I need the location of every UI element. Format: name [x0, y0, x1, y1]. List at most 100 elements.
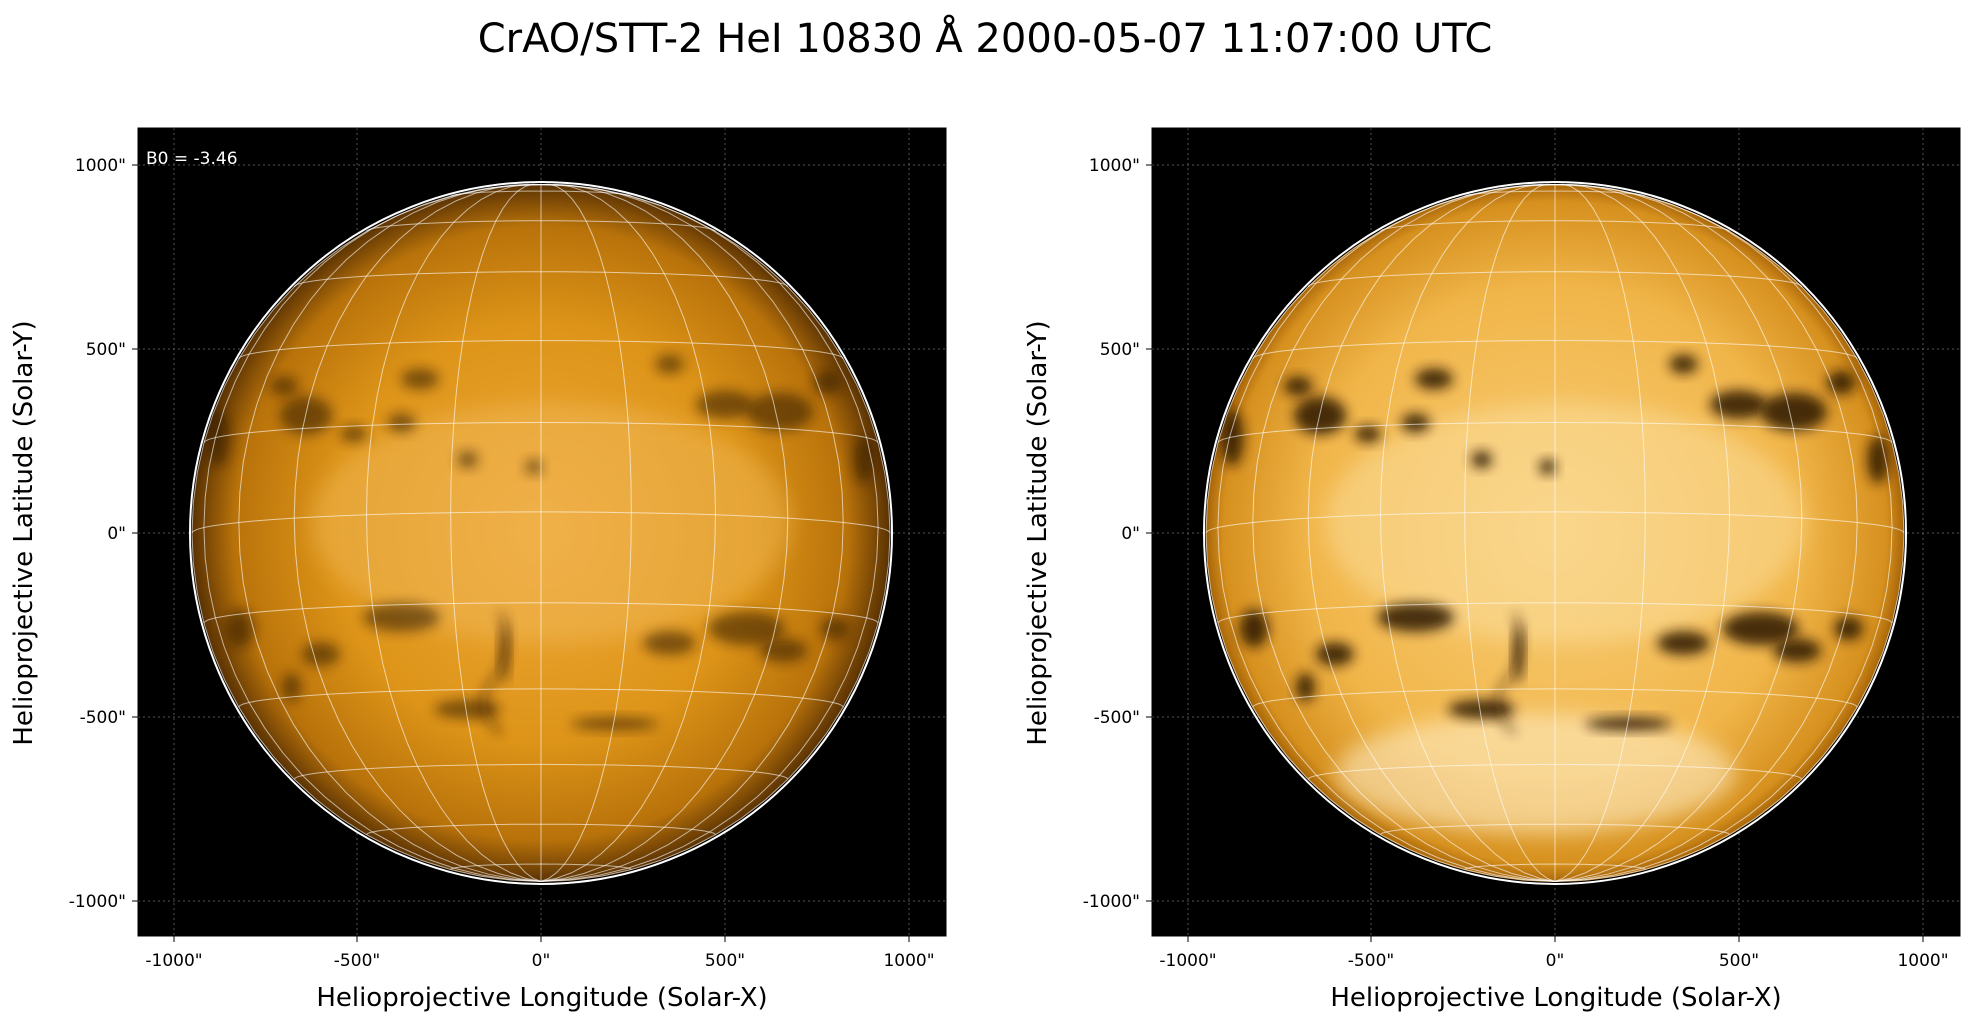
- dark-feature: [434, 699, 501, 719]
- longitude-line: [1554, 184, 1803, 882]
- disk-texture: [1220, 354, 1889, 833]
- dark-feature: [1471, 451, 1493, 469]
- dark-feature: [340, 425, 368, 443]
- dark-feature: [1760, 392, 1827, 431]
- y-tick-label: 1000": [1089, 156, 1140, 176]
- dark-feature: [820, 616, 849, 641]
- x-tick-label: -500": [334, 951, 380, 971]
- dark-feature: [1826, 370, 1856, 395]
- dark-feature: [1293, 396, 1347, 435]
- longitude-line: [1205, 184, 1556, 882]
- x-tick-label: 0": [1546, 951, 1565, 971]
- dark-feature: [695, 390, 754, 419]
- figure-title: CrAO/STT-2 HeI 10830 Å 2000-05-07 11:07:…: [478, 14, 1493, 62]
- y-tick-label: 500": [1100, 340, 1140, 360]
- longitude-line: [1464, 183, 1556, 882]
- longitude-line: [540, 184, 789, 882]
- dark-feature: [1295, 672, 1315, 702]
- dark-feature: [1834, 616, 1863, 641]
- y-tick-label: -500": [80, 708, 126, 728]
- y-axis-label: Helioprojective Latitude (Solar-Y): [1023, 320, 1053, 745]
- dark-feature: [457, 451, 479, 469]
- y-tick-label: 500": [86, 340, 126, 360]
- b0-annotation: B0 = -3.46: [146, 149, 238, 169]
- longitude-line: [1217, 184, 1556, 882]
- y-tick-label: 0": [1121, 524, 1140, 544]
- disk-texture: [206, 354, 875, 735]
- longitude-line: [540, 183, 717, 882]
- longitude-line: [293, 184, 542, 882]
- dark-feature: [1414, 368, 1453, 390]
- dark-feature: [1401, 413, 1430, 433]
- longitude-line: [1307, 184, 1556, 882]
- longitude-line: [1252, 184, 1556, 882]
- dark-feature: [812, 370, 842, 395]
- longitude-line: [1379, 183, 1556, 882]
- dark-feature: [1585, 717, 1672, 731]
- dark-feature: [281, 672, 301, 702]
- limb-circle: [1203, 181, 1907, 885]
- x-tick-label: -1000": [145, 951, 202, 971]
- dark-feature: [1354, 425, 1382, 443]
- y-tick-label: 1000": [75, 156, 126, 176]
- x-tick-label: 1000": [883, 951, 934, 971]
- bright-region: [1335, 713, 1735, 833]
- x-tick-label: -500": [1348, 951, 1394, 971]
- longitude-line: [540, 184, 844, 882]
- y-tick-label: -500": [1094, 708, 1140, 728]
- dark-feature: [655, 354, 684, 374]
- longitude-line: [1554, 184, 1858, 882]
- longitude-line: [1554, 184, 1905, 882]
- bright-region: [311, 403, 791, 643]
- dark-feature: [525, 459, 543, 475]
- dark-feature: [746, 392, 813, 431]
- panel-left: -1000" -500" 0" 500" 1000" 1000" 500" 0" -500" -1…: [9, 127, 947, 1013]
- longitude-line: [203, 184, 542, 882]
- dark-feature: [387, 413, 416, 433]
- x-tick-label: 0": [532, 951, 551, 971]
- y-tick-label: 0": [107, 524, 126, 544]
- dark-feature: [225, 609, 255, 648]
- dark-feature: [571, 717, 658, 731]
- dark-feature: [1539, 459, 1557, 475]
- x-tick-label: 500": [1719, 951, 1759, 971]
- dark-feature: [1239, 609, 1269, 648]
- y-axis-label: Helioprojective Latitude (Solar-Y): [9, 320, 39, 745]
- longitude-line: [365, 183, 542, 882]
- panel-right: -1000" -500" 0" 500" 1000" 1000" 500" 0" -500" -1…: [1023, 127, 1961, 1013]
- longitude-line: [540, 184, 891, 882]
- x-tick-label: 1000": [1897, 951, 1948, 971]
- limb-circle: [189, 181, 893, 885]
- longitude-line: [191, 184, 542, 882]
- y-tick-label: -1000": [69, 892, 126, 912]
- dark-feature: [1657, 631, 1710, 656]
- dark-feature: [708, 611, 785, 646]
- x-tick-label: -1000": [1159, 951, 1216, 971]
- filament: [1495, 612, 1523, 735]
- dark-feature: [1377, 603, 1454, 632]
- plot-frame: [1151, 127, 1961, 937]
- plot-frame: [137, 127, 947, 937]
- longitude-line: [450, 183, 542, 882]
- dark-feature: [269, 376, 299, 396]
- x-tick-label: 500": [705, 951, 745, 971]
- dark-feature: [1315, 642, 1354, 667]
- dark-feature: [1722, 611, 1799, 646]
- filament: [481, 612, 509, 735]
- dark-feature: [1709, 390, 1768, 419]
- longitude-line: [1554, 183, 1731, 882]
- dark-feature: [279, 396, 333, 435]
- x-axis-label: Helioprojective Longitude (Solar-X): [1330, 983, 1781, 1013]
- dark-feature: [643, 631, 696, 656]
- bright-region: [1325, 403, 1805, 643]
- longitude-line: [540, 183, 632, 882]
- dark-feature: [1669, 354, 1698, 374]
- dark-feature: [363, 603, 440, 632]
- dark-feature: [1283, 376, 1313, 396]
- dark-feature: [301, 642, 340, 667]
- x-axis-label: Helioprojective Longitude (Solar-X): [316, 983, 767, 1013]
- longitude-line: [238, 184, 542, 882]
- y-tick-label: -1000": [1083, 892, 1140, 912]
- longitude-line: [1554, 183, 1646, 882]
